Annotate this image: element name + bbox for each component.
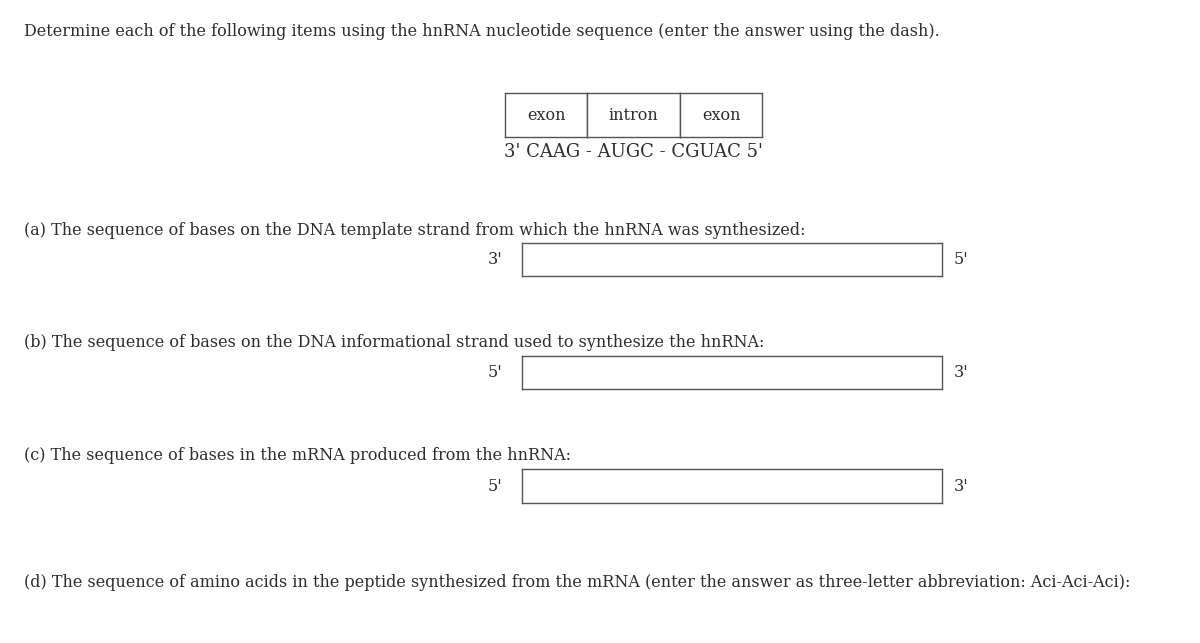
Text: 3': 3' <box>954 478 968 494</box>
Text: 3': 3' <box>954 364 968 381</box>
Text: 5': 5' <box>488 364 503 381</box>
Text: 3' CAAG - AUGC - CGUAC 5': 3' CAAG - AUGC - CGUAC 5' <box>504 143 763 161</box>
Text: 5': 5' <box>488 478 503 494</box>
Text: (b) The sequence of bases on the DNA informational strand used to synthesize the: (b) The sequence of bases on the DNA inf… <box>24 334 764 351</box>
Text: 3': 3' <box>488 251 503 268</box>
Text: intron: intron <box>608 107 659 123</box>
Text: 5': 5' <box>954 251 968 268</box>
Text: (c) The sequence of bases in the mRNA produced from the hnRNA:: (c) The sequence of bases in the mRNA pr… <box>24 447 571 464</box>
Text: (a) The sequence of bases on the DNA template strand from which the hnRNA was sy: (a) The sequence of bases on the DNA tem… <box>24 222 805 239</box>
Text: (d) The sequence of amino acids in the peptide synthesized from the mRNA (enter : (d) The sequence of amino acids in the p… <box>24 574 1130 590</box>
Text: exon: exon <box>527 107 565 123</box>
Text: Determine each of the following items using the hnRNA nucleotide sequence (enter: Determine each of the following items us… <box>24 23 940 39</box>
Text: exon: exon <box>702 107 740 123</box>
